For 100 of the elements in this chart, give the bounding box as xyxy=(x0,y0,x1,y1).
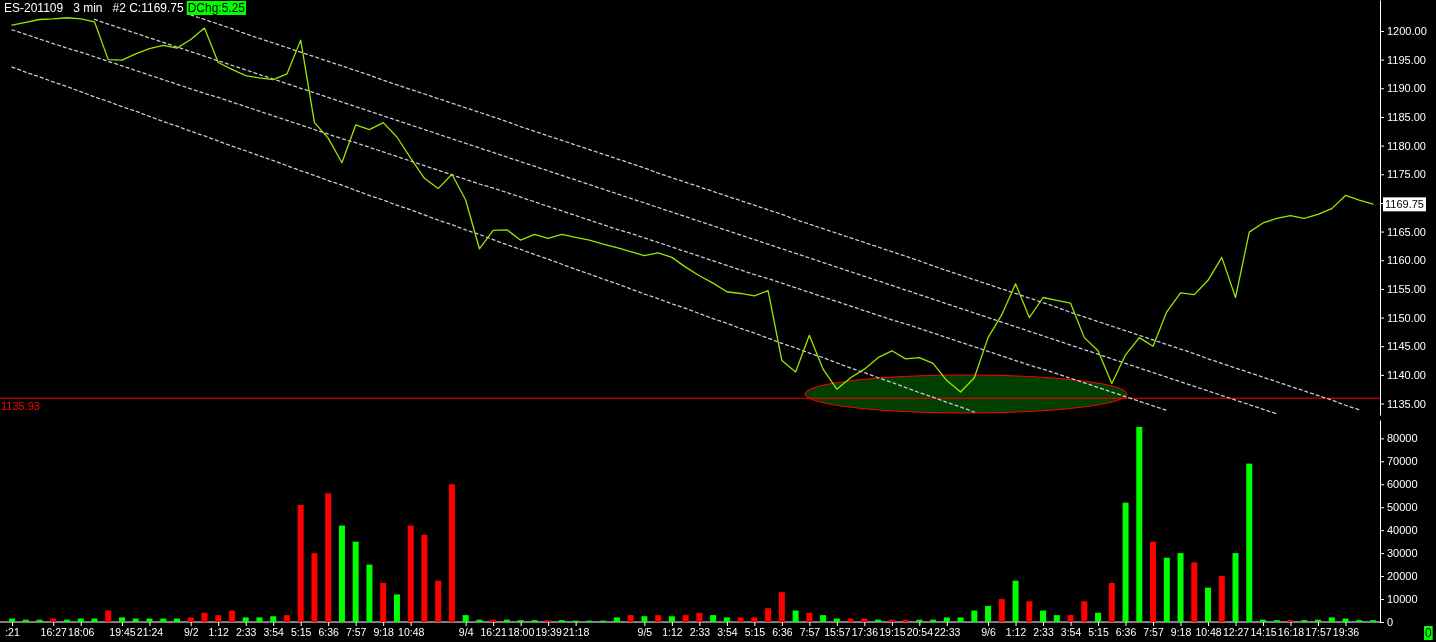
bar xyxy=(627,615,634,622)
y-tick-label: 1175.00 xyxy=(1387,168,1426,181)
bar xyxy=(421,534,428,622)
line-series xyxy=(11,17,1374,393)
bar xyxy=(778,592,785,622)
bar xyxy=(407,525,414,622)
x-tick-label: 2:33 xyxy=(235,626,257,639)
bar xyxy=(682,615,689,622)
bar xyxy=(435,580,442,622)
y-tick-label: 50000 xyxy=(1387,501,1418,514)
x-tick-label: 7:57 xyxy=(1143,626,1164,639)
bar xyxy=(765,608,772,622)
x-tick-label: 12:27 xyxy=(1222,626,1250,639)
bar xyxy=(105,610,112,622)
bar xyxy=(256,617,263,622)
y-tick-label: 20000 xyxy=(1387,570,1418,583)
line-series xyxy=(190,14,1360,411)
bar xyxy=(710,615,717,622)
x-tick-label: 2:33 xyxy=(689,626,711,639)
bar xyxy=(448,484,455,622)
y-tick-label: 1155.00 xyxy=(1387,282,1426,295)
x-tick-label: 18:00 xyxy=(508,626,535,639)
bar xyxy=(1122,502,1129,622)
y-tick-label: 60000 xyxy=(1387,478,1418,491)
bar xyxy=(462,615,469,622)
bar xyxy=(613,617,620,622)
y-tick-label: 1145.00 xyxy=(1387,340,1426,353)
bar xyxy=(118,617,125,622)
bar xyxy=(1246,463,1253,622)
x-tick-label: 18:06 xyxy=(68,626,95,639)
bar xyxy=(1136,426,1143,622)
bar xyxy=(380,582,387,622)
y-tick-label: 1160.00 xyxy=(1387,254,1426,267)
bar xyxy=(641,616,648,622)
y-tick-label: 80000 xyxy=(1387,432,1418,445)
y-tick-label: 1140.00 xyxy=(1387,368,1426,381)
bar xyxy=(655,615,662,622)
bar xyxy=(806,612,813,622)
x-tick-label: 9/4 xyxy=(458,626,474,639)
x-tick-label: 20:54 xyxy=(906,626,934,639)
x-tick-label: 5:15 xyxy=(1088,626,1109,639)
x-tick-label: 16:21 xyxy=(480,626,507,639)
x-tick-label: 19:39 xyxy=(535,626,562,639)
bar xyxy=(943,617,950,622)
bar xyxy=(1328,617,1335,622)
bar xyxy=(1026,601,1033,622)
bar xyxy=(1095,612,1102,622)
bar xyxy=(215,615,222,622)
bar xyxy=(1232,553,1239,622)
bar xyxy=(1150,541,1157,622)
bar xyxy=(297,504,304,622)
ref-line-label: 1135.93 xyxy=(1,400,40,413)
x-tick-label: 16:18 xyxy=(1277,626,1305,639)
x-tick-label: 15:57 xyxy=(824,626,851,639)
y-tick-label: 1165.00 xyxy=(1387,225,1426,238)
bar xyxy=(283,615,290,622)
y-tick-label: 1190.00 xyxy=(1387,82,1426,95)
x-tick-label: 3:54 xyxy=(717,626,738,639)
bar xyxy=(1108,582,1115,622)
x-tick-label: 19:15 xyxy=(879,626,906,639)
x-tick-label: 9/6 xyxy=(981,626,997,639)
y-tick-label: 30000 xyxy=(1387,547,1418,560)
chart-title: ES-201109 3 min #2 C:1169.75 xyxy=(4,1,184,15)
bar xyxy=(1053,615,1060,622)
bar xyxy=(998,599,1005,622)
bar xyxy=(820,615,827,622)
bar xyxy=(751,617,758,622)
x-tick-label: 1:12 xyxy=(208,626,230,639)
x-tick-label: 17:57 xyxy=(1305,626,1332,639)
x-tick-label: :21 xyxy=(5,626,20,639)
x-tick-label: 2:33 xyxy=(1033,626,1054,639)
bar xyxy=(737,617,744,622)
bar xyxy=(1163,557,1170,622)
x-tick-label: 14:15 xyxy=(1250,626,1277,639)
x-tick-label: 19:36 xyxy=(1332,626,1360,639)
x-tick-label: 3:54 xyxy=(1060,626,1082,639)
bar xyxy=(1067,615,1074,622)
bar xyxy=(1177,553,1184,622)
y-tick-label: 1135.00 xyxy=(1387,397,1426,410)
bar xyxy=(311,553,318,622)
bar xyxy=(270,616,277,622)
x-tick-label: 21:24 xyxy=(136,626,164,639)
bar xyxy=(985,605,992,622)
bar xyxy=(201,612,208,622)
bar xyxy=(338,525,345,622)
x-tick-label: 16:27 xyxy=(40,626,68,639)
bar xyxy=(971,610,978,622)
bar xyxy=(1205,587,1212,622)
bar xyxy=(957,617,964,622)
bar xyxy=(187,617,194,622)
bar xyxy=(696,612,703,622)
bar xyxy=(1218,576,1225,622)
x-tick-label: 6:36 xyxy=(318,626,340,639)
bar xyxy=(352,541,359,622)
bar xyxy=(1191,562,1198,622)
y-tick-label: 70000 xyxy=(1387,455,1418,468)
bar xyxy=(668,616,675,622)
x-tick-label: 1:12 xyxy=(662,626,683,639)
x-tick-label: 6:36 xyxy=(1115,626,1137,639)
x-tick-label: 9:18 xyxy=(373,626,395,639)
